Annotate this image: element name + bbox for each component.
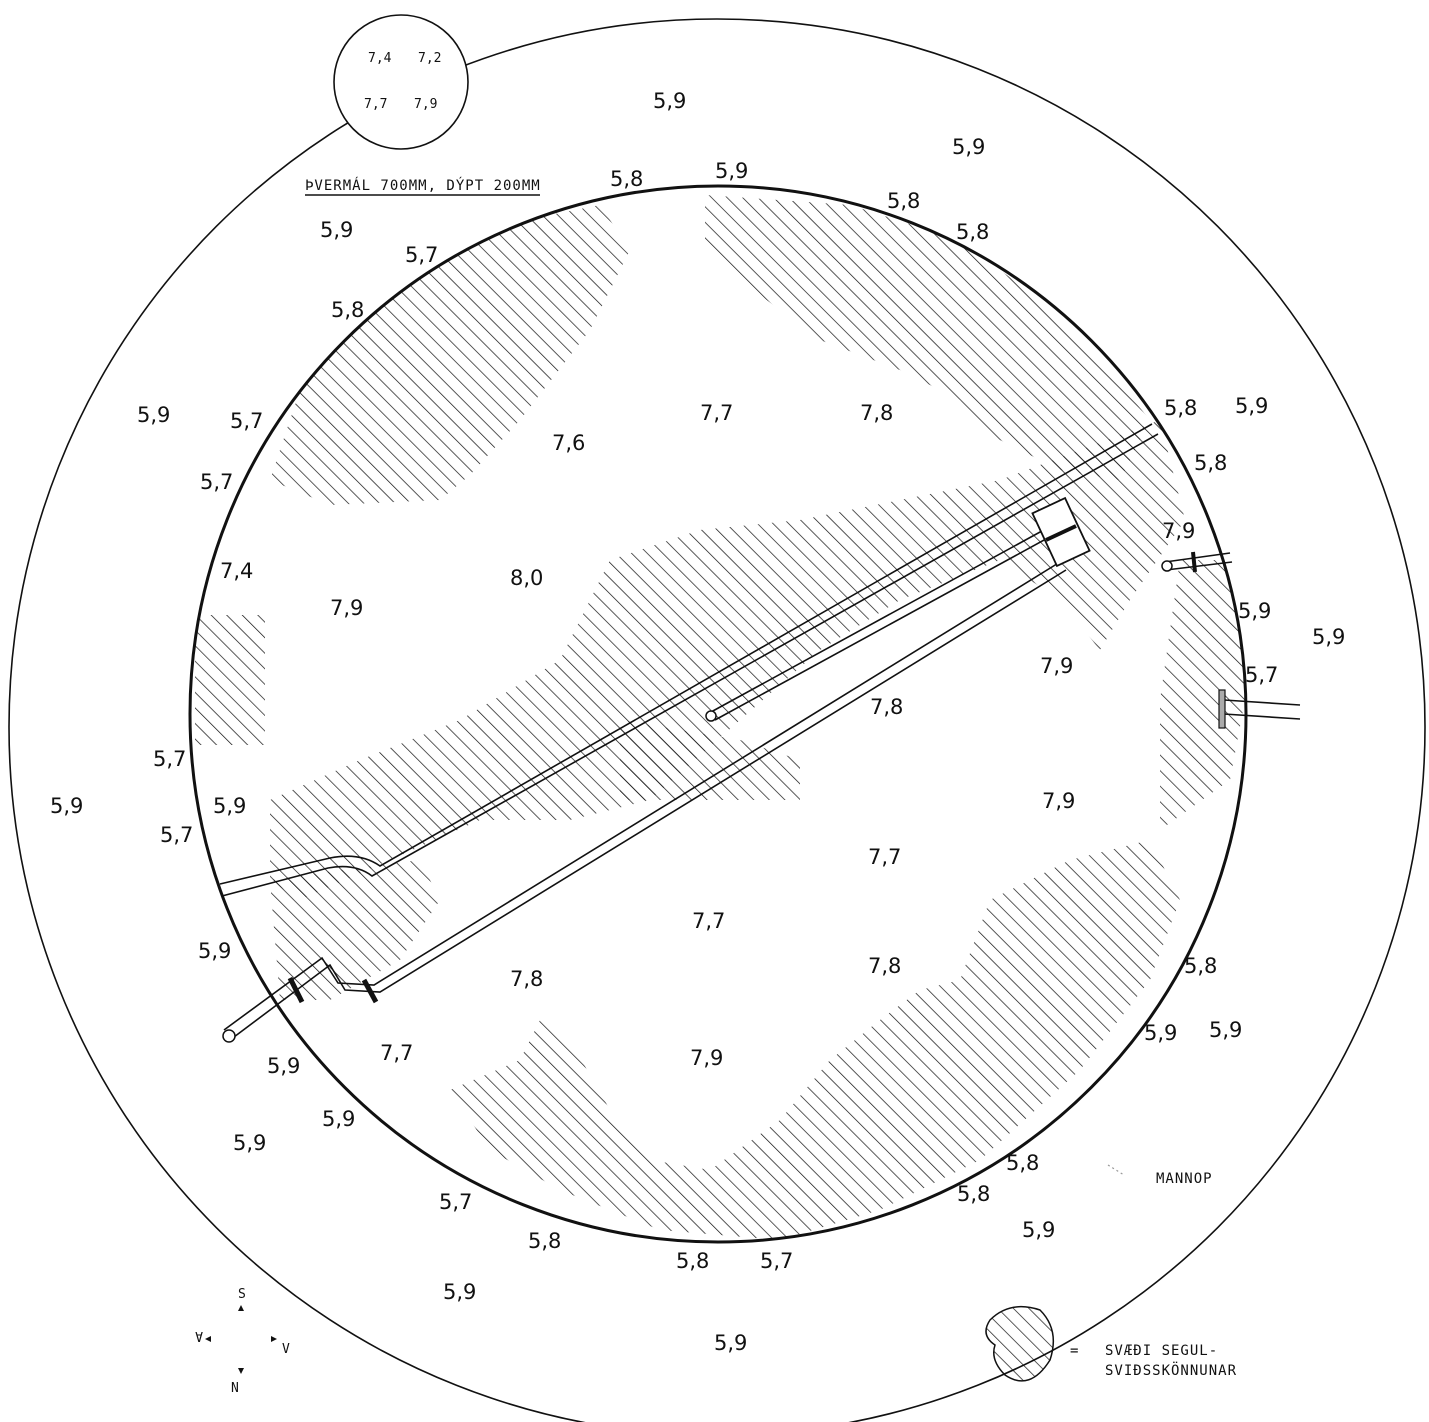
inner-value: 7,9 (690, 1046, 723, 1070)
pipe-end-cap (1161, 560, 1173, 572)
scan-area (620, 720, 800, 800)
scan-area (450, 840, 1180, 1240)
compass-arrow-n (238, 1368, 244, 1374)
outer-value: 5,9 (1238, 599, 1271, 623)
inner-value: 7,9 (330, 596, 363, 620)
inner-value: 8,0 (510, 566, 543, 590)
rim-value: 5,8 (610, 167, 643, 191)
inner-value: 7,9 (1042, 789, 1075, 813)
outer-value: 5,9 (714, 1331, 747, 1355)
scan-area (1160, 560, 1245, 830)
manhole-label: MANNOP (1156, 1171, 1213, 1187)
rim-value: 5,7 (1245, 663, 1278, 687)
inner-circle (188, 184, 1248, 1244)
scan-area (270, 420, 1185, 900)
rim-value: 5,8 (331, 298, 364, 322)
rim-value: 5,8 (676, 1249, 709, 1273)
compass: S N V A (195, 1287, 290, 1396)
compass-arrow-s (238, 1305, 244, 1311)
inset-value: 7,7 (364, 97, 387, 112)
rim-value: 5,8 (528, 1229, 561, 1253)
legend-text-line2: SVIÐSSKÖNNUNAR (1105, 1361, 1237, 1379)
scan-area (705, 195, 1150, 480)
scan-area (270, 860, 440, 1000)
compass-s: S (238, 1287, 246, 1302)
inner-value: 7,7 (868, 845, 901, 869)
inner-value: 7,7 (380, 1041, 413, 1065)
pipe-joint-mark (287, 976, 305, 1004)
outer-value: 5,9 (233, 1131, 266, 1155)
inner-value: 7,8 (868, 954, 901, 978)
inner-value: 7,7 (692, 909, 725, 933)
outer-value: 5,9 (443, 1280, 476, 1304)
inner-value: 7,7 (700, 401, 733, 425)
scan-area (270, 205, 630, 505)
scan-area (195, 615, 265, 745)
rim-value: 5,8 (1184, 954, 1217, 978)
outer-value: 5,9 (1312, 625, 1345, 649)
inner-value: 7,9 (1040, 654, 1073, 678)
rim-value: 5,7 (405, 243, 438, 267)
rim-value: 5,8 (1006, 1151, 1039, 1175)
inset-circle (333, 14, 469, 150)
inner-value: 7,4 (220, 559, 253, 583)
rim-value: 5,8 (956, 220, 989, 244)
rim-value: 5,7 (153, 747, 186, 771)
outer-value: 5,9 (1235, 394, 1268, 418)
pipe-joint-mark (1191, 551, 1197, 573)
inset-dimension-note: ÞVERMÁL 700MM, DÝPT 200MM (305, 177, 541, 194)
rim-value: 5,7 (160, 823, 193, 847)
drain-box-divider (1045, 524, 1077, 542)
rim-value: 5,9 (715, 159, 748, 183)
rim-value: 5,7 (439, 1190, 472, 1214)
outer-value: 5,9 (1209, 1018, 1242, 1042)
outer-value: 5,9 (1144, 1021, 1177, 1045)
rim-value: 5,7 (200, 470, 233, 494)
outer-value: 5,9 (952, 135, 985, 159)
inset-value: 7,9 (414, 97, 437, 112)
inner-value: 7,8 (870, 695, 903, 719)
compass-n: N (231, 1381, 239, 1396)
rim-value: 5,7 (760, 1249, 793, 1273)
rim-value: 5,7 (230, 409, 263, 433)
compass-arrow-v (271, 1336, 277, 1342)
compass-arrow-a (205, 1336, 211, 1342)
rim-value: 5,8 (1194, 451, 1227, 475)
inset-value: 7,2 (418, 51, 441, 66)
rim-value: 7,9 (1162, 519, 1195, 543)
legend-text-line1: SVÆÐI SEGUL- (1105, 1343, 1218, 1359)
outer-value: 5,9 (50, 794, 83, 818)
rim-value: 5,8 (957, 1182, 990, 1206)
compass-v: V (282, 1342, 290, 1357)
inner-value: 7,8 (860, 401, 893, 425)
legend-equals: = (1070, 1343, 1079, 1359)
outer-value: 5,9 (267, 1054, 300, 1078)
compass-a: A (195, 1328, 203, 1343)
rim-value: 5,9 (213, 794, 246, 818)
manhole-pointer (1107, 1164, 1125, 1176)
outer-circle (8, 18, 1426, 1422)
outer-value: 5,9 (653, 89, 686, 113)
rim-value: 5,9 (322, 1107, 355, 1131)
outer-value: 5,9 (137, 403, 170, 427)
pipe-end-cap (705, 710, 717, 722)
rim-value: 5,8 (887, 189, 920, 213)
legend-swatch (985, 1305, 1055, 1382)
outer-value: 5,9 (1022, 1218, 1055, 1242)
pipe-joint-mark (361, 978, 379, 1004)
outer-value: 5,9 (320, 218, 353, 242)
scan-areas (195, 195, 1245, 1240)
pipe-end-cap (222, 1029, 236, 1043)
outer-value: 5,9 (198, 939, 231, 963)
inner-value: 7,8 (510, 967, 543, 991)
inner-value: 7,6 (552, 431, 585, 455)
rim-value: 5,8 (1164, 396, 1197, 420)
inset-value: 7,4 (368, 51, 392, 66)
wall-connector (1218, 689, 1226, 729)
